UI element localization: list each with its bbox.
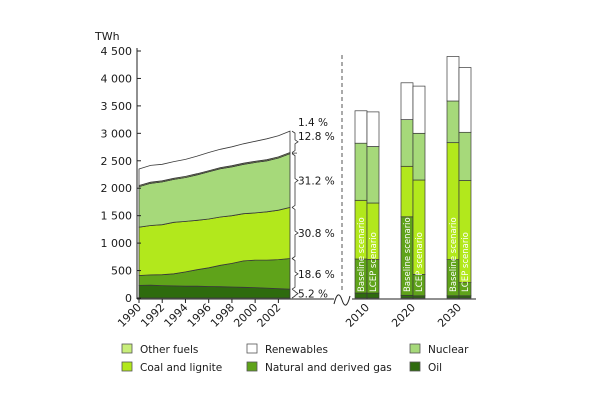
- brace-renewables: [291, 130, 299, 153]
- x-category-label: 2030: [435, 301, 464, 330]
- y-tick-label: 500: [111, 265, 132, 278]
- legend-label-natural-and-derived-gas: Natural and derived gas: [265, 362, 392, 374]
- y-tick-label: 1 000: [101, 237, 133, 250]
- x-tick-label: 1996: [185, 301, 214, 330]
- x-tick-label: 2000: [231, 301, 260, 330]
- share-label-other-fuels: 1.4 %: [298, 117, 328, 129]
- bar-2030-baseline-scenario-renewables: [446, 56, 460, 102]
- share-labels: 1.4 % 12.8 % 31.2 % 30.8 % 18.6 % 5.2 %: [291, 117, 335, 301]
- legend-label-oil: Oil: [428, 362, 442, 374]
- y-tick-label: 2 000: [101, 182, 133, 195]
- bar-label-2010-lcep-scenario: LCEP scenario: [369, 232, 379, 292]
- y-axis-title: TWh: [94, 30, 120, 43]
- bar-label-2010-baseline-scenario: Baseline scenario: [357, 217, 367, 292]
- legend-label-renewables: Renewables: [265, 344, 328, 356]
- share-label-coal-and-lignite: 30.8 %: [298, 228, 335, 240]
- area-renewables: [138, 130, 291, 187]
- bar-2020-baseline-scenario-nuclear: [400, 119, 414, 167]
- axis-break-icon: [333, 294, 351, 306]
- legend-swatch-natural-and-derived-gas: [246, 361, 258, 372]
- y-tick-label: 4 000: [101, 72, 133, 85]
- legend-swatch-nuclear: [409, 343, 421, 354]
- y-tick-label: 3 500: [101, 100, 133, 113]
- bar-2030-baseline-scenario-nuclear: [446, 100, 460, 143]
- legend: Other fuels Renewables Nuclear Coal and lig…: [121, 343, 469, 374]
- legend-label-nuclear: Nuclear: [428, 344, 469, 356]
- bar-2020-baseline-scenario-oil: [400, 294, 414, 299]
- bar-label-2020-lcep-scenario: LCEP scenario: [415, 232, 425, 292]
- share-label-natural-and-derived-gas: 18.6 %: [298, 269, 335, 281]
- bar-2020-lcep-scenario-nuclear: [412, 132, 426, 181]
- x-category-label: 2020: [389, 301, 418, 330]
- x-category-label: 2010: [343, 301, 372, 330]
- bar-2030-lcep-scenario-renewables: [458, 67, 472, 133]
- x-tick-label: 1990: [115, 301, 144, 330]
- bar-2010-baseline-scenario-renewables: [354, 110, 368, 144]
- bar-2010-baseline-scenario-nuclear: [354, 142, 368, 201]
- x-tick-label: 1992: [138, 301, 167, 330]
- y-tick-label: 2 500: [101, 155, 133, 168]
- legend-label-other-fuels: Other fuels: [140, 344, 198, 356]
- legend-swatch-other-fuels: [121, 343, 133, 354]
- x-tick-label: 2002: [255, 301, 284, 330]
- share-label-oil: 5.2 %: [298, 289, 328, 301]
- legend-swatch-coal-and-lignite: [121, 361, 133, 372]
- y-tick-label: 0: [125, 292, 132, 305]
- bar-2030-lcep-scenario-nuclear: [458, 131, 472, 181]
- bar-2020-baseline-scenario-renewables: [400, 82, 414, 120]
- legend-swatch-oil: [409, 361, 421, 372]
- x-tick-label: 1994: [162, 301, 191, 330]
- y-tick-label: 4 500: [101, 45, 133, 58]
- scenario-bar-chart: Baseline scenario LCEP scenario Baseline s…: [354, 56, 472, 299]
- bar-2010-baseline-scenario-oil: [354, 292, 368, 299]
- brace-natural-and-derived-gas: [291, 258, 299, 290]
- brace-oil: [291, 288, 299, 299]
- legend-swatch-renewables: [246, 343, 258, 354]
- bar-2010-lcep-scenario-renewables: [366, 111, 380, 147]
- bar-label-2030-lcep-scenario: LCEP scenario: [461, 232, 471, 292]
- bar-2020-baseline-scenario-coal-and-lignite: [400, 165, 414, 218]
- bar-2010-lcep-scenario-oil: [366, 292, 380, 299]
- x-tick-label: 1998: [208, 301, 237, 330]
- share-label-nuclear: 31.2 %: [298, 176, 335, 188]
- bar-2010-lcep-scenario-nuclear: [366, 146, 380, 204]
- bar-label-2030-baseline-scenario: Baseline scenario: [449, 217, 459, 292]
- brace-nuclear: [291, 153, 299, 208]
- y-tick-label: 3 000: [101, 127, 133, 140]
- y-tick-label: 1 500: [101, 210, 133, 223]
- historical-area-chart: [138, 130, 291, 299]
- legend-label-coal-and-lignite: Coal and lignite: [140, 362, 222, 374]
- share-label-renewables: 12.8 %: [298, 131, 335, 143]
- brace-coal-and-lignite: [291, 207, 299, 259]
- bar-2020-lcep-scenario-renewables: [412, 85, 426, 134]
- bar-label-2020-baseline-scenario: Baseline scenario: [403, 217, 413, 292]
